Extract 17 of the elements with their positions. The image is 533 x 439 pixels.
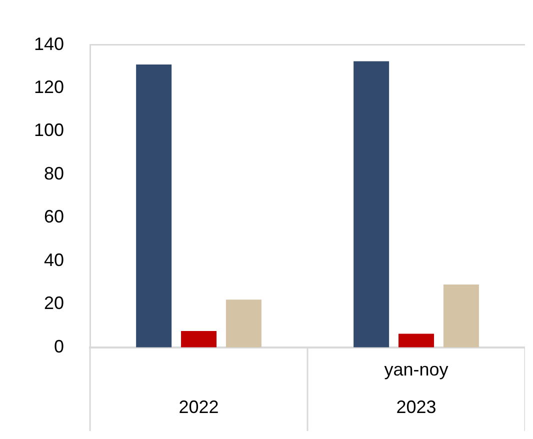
y-tick-label: 120 [34, 76, 64, 97]
y-tick-label: 100 [34, 120, 64, 140]
bar [443, 284, 479, 348]
text: yan-noy [384, 359, 448, 380]
y-tick-label: 20 [44, 293, 64, 314]
bar [354, 61, 390, 348]
bar [136, 64, 172, 348]
x-tick-label: 2023 [396, 397, 436, 418]
bar [398, 334, 434, 348]
y-tick-label: 140 [34, 34, 64, 54]
bar [181, 330, 217, 348]
y-tick-label: 40 [44, 250, 64, 270]
x-tick-label: 2022 [178, 397, 219, 418]
y-tick-label: 0 [54, 336, 64, 356]
y-tick-label: 60 [44, 206, 64, 227]
bar [226, 300, 262, 348]
y-tick-label: 80 [44, 163, 64, 184]
